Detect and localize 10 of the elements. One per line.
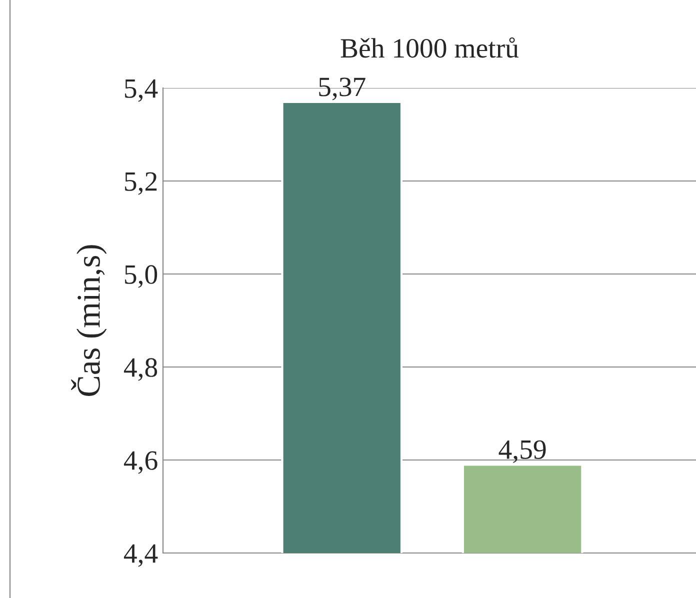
y-axis-title: Čas (min,s) — [71, 245, 107, 396]
data-label: 4,59 — [498, 440, 546, 464]
y-tick-label: 4,6 — [124, 451, 158, 474]
y-tick-label: 4,4 — [124, 544, 158, 567]
chart-title: Běh 1000 metrů — [340, 37, 519, 58]
y-tick-label: 4,8 — [124, 358, 158, 381]
data-label: 5,37 — [319, 78, 366, 100]
y-tick-label: 5,4 — [125, 79, 158, 102]
y-tick-label: 5,0 — [125, 265, 158, 288]
y-tick-label: 5,2 — [125, 172, 157, 195]
